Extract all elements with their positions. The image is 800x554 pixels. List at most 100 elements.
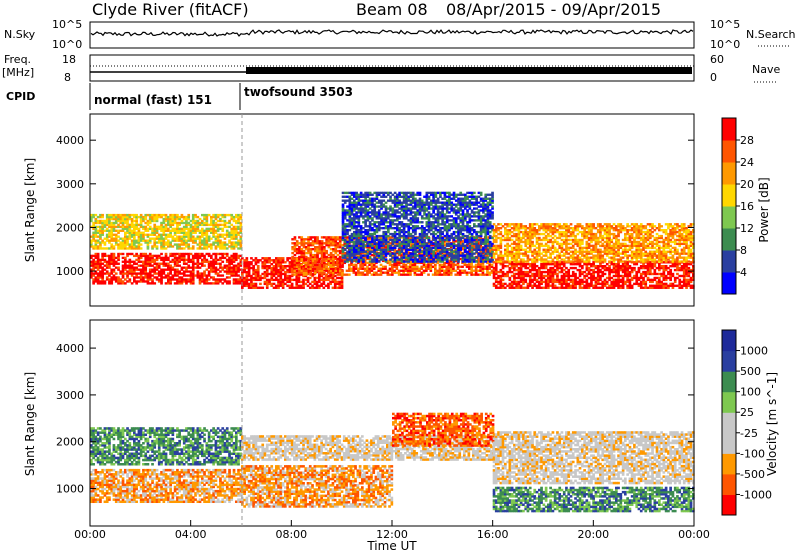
heatmap-cell (375, 255, 378, 259)
heatmap-cell (96, 258, 100, 262)
heatmap-cell (304, 274, 308, 278)
heatmap-cell (479, 261, 482, 265)
heatmap-cell (232, 217, 236, 221)
heatmap-cell (187, 280, 191, 283)
heatmap-cell (332, 269, 335, 272)
heatmap-cell (377, 254, 381, 257)
heatmap-cell (409, 203, 413, 206)
heatmap-cell (137, 243, 141, 246)
heatmap-cell (425, 242, 429, 246)
heatmap-cell (308, 282, 312, 286)
heatmap-cell (459, 221, 463, 224)
heatmap-cell (133, 247, 136, 250)
heatmap-cell (402, 193, 406, 196)
heatmap-cell (291, 273, 294, 276)
heatmap-cell (241, 272, 244, 276)
heatmap-cell (288, 266, 292, 270)
heatmap-cell (139, 278, 143, 281)
heatmap-cell (185, 225, 188, 229)
heatmap-cell (457, 250, 460, 253)
heatmap-cell (364, 232, 367, 236)
heatmap-cell (432, 195, 435, 198)
heatmap-cell (461, 236, 465, 240)
heatmap-cell (101, 274, 104, 277)
heatmap-cell (430, 201, 433, 204)
heatmap-cell (112, 217, 116, 221)
heatmap-cell (434, 249, 437, 253)
heatmap-cell (389, 238, 392, 242)
heatmap-cell (414, 193, 417, 196)
heatmap-cell (189, 276, 193, 279)
heatmap-cell (348, 252, 352, 255)
heatmap-cell (368, 246, 371, 249)
heatmap-cell (133, 270, 136, 273)
heatmap-cell (162, 225, 166, 229)
heatmap-cell (377, 242, 381, 246)
heatmap-cell (101, 221, 104, 225)
heatmap-cell (436, 269, 439, 272)
heatmap-cell (245, 272, 249, 276)
heatmap-cell (139, 264, 143, 267)
heatmap-cell (214, 245, 218, 248)
heatmap-cell (370, 265, 374, 268)
heatmap-cell (126, 227, 129, 231)
heatmap-cell (320, 253, 324, 257)
heatmap-cell (445, 221, 449, 224)
heatmap-cell (162, 270, 166, 273)
heatmap-cell (427, 230, 431, 234)
heatmap-cell (108, 239, 111, 242)
heatmap-cell (329, 271, 333, 274)
heatmap-cell (430, 227, 433, 230)
heatmap-cell (214, 282, 218, 285)
heatmap-cell (130, 272, 134, 275)
heatmap-cell (346, 225, 349, 228)
heatmap-cell (468, 271, 471, 274)
heatmap-cell (425, 221, 429, 224)
heatmap-cell (461, 221, 465, 224)
heatmap-cell (94, 276, 98, 279)
heatmap-cell (353, 209, 356, 212)
heatmap-cell (124, 221, 127, 225)
heatmap-cell (402, 244, 406, 248)
heatmap-cell (393, 209, 397, 212)
heatmap-cell (207, 274, 211, 277)
heatmap-cell (230, 233, 234, 236)
heatmap-cell (427, 197, 431, 200)
heatmap-cell (357, 223, 361, 226)
heatmap-cell (126, 225, 129, 229)
heatmap-cell (466, 195, 469, 198)
heatmap-cell (114, 233, 118, 236)
heatmap-cell (201, 260, 204, 263)
heatmap-cell (414, 219, 417, 222)
heatmap-cell (281, 272, 285, 276)
heatmap-cell (380, 227, 383, 230)
heatmap-cell (94, 231, 98, 234)
heatmap-cell (409, 232, 413, 236)
heatmap-cell (105, 213, 109, 217)
heatmap-cell (382, 227, 386, 230)
heatmap-cell (167, 223, 170, 227)
heatmap-cell (427, 217, 431, 220)
heatmap-cell (121, 217, 125, 221)
heatmap-cell (427, 242, 430, 245)
heatmap-cell (284, 272, 287, 276)
heatmap-cell (352, 265, 356, 268)
heatmap-cell (92, 262, 95, 265)
heatmap-cell (373, 223, 377, 226)
heatmap-cell (409, 234, 413, 238)
heatmap-cell (137, 258, 141, 262)
heatmap-cell (355, 195, 358, 198)
heatmap-cell (263, 257, 267, 260)
heatmap-cell (286, 257, 289, 260)
heatmap-cell (464, 258, 467, 261)
heatmap-cell (241, 270, 244, 274)
heatmap-cell (205, 239, 209, 242)
heatmap-cell (101, 227, 104, 231)
heatmap-cell (389, 252, 392, 255)
heatmap-cell (191, 272, 195, 275)
heatmap-cell (406, 249, 410, 253)
heatmap-cell (447, 263, 451, 267)
heatmap-cell (402, 238, 406, 242)
heatmap-cell (371, 219, 374, 222)
heatmap-cell (153, 260, 157, 263)
